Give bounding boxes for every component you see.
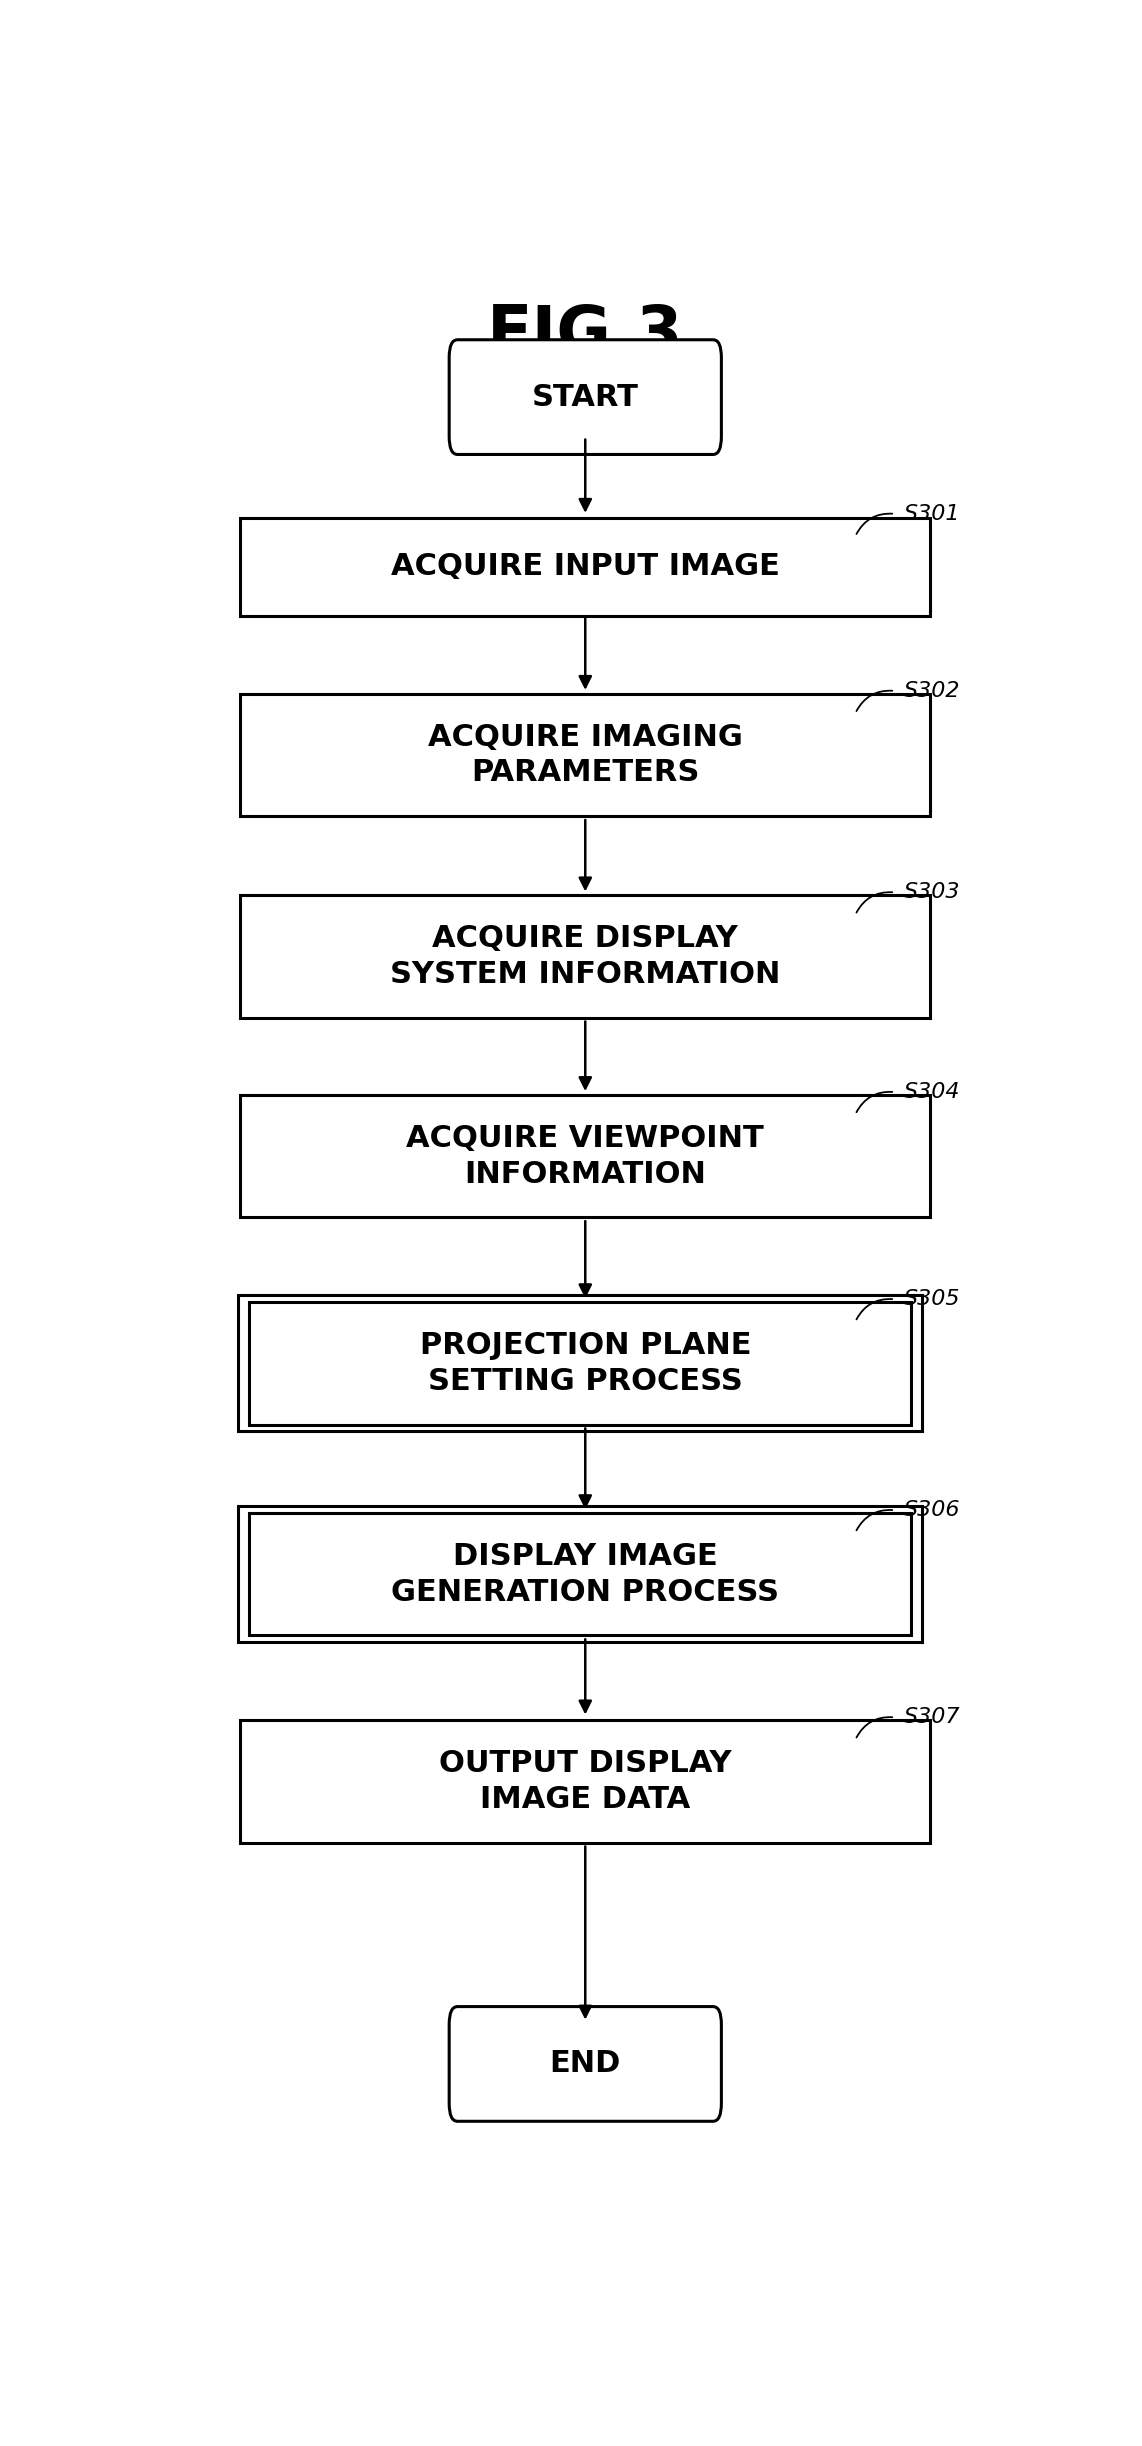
Text: PROJECTION PLANE
SETTING PROCESS: PROJECTION PLANE SETTING PROCESS bbox=[419, 1331, 751, 1397]
Bar bbox=[239, 1507, 922, 1641]
Bar bbox=[240, 519, 931, 616]
Text: DISPLAY IMAGE
GENERATION PROCESS: DISPLAY IMAGE GENERATION PROCESS bbox=[392, 1541, 779, 1607]
Text: S302: S302 bbox=[904, 680, 960, 702]
Text: S303: S303 bbox=[904, 883, 960, 903]
Text: FIG.3: FIG.3 bbox=[486, 301, 684, 367]
Text: ACQUIRE IMAGING
PARAMETERS: ACQUIRE IMAGING PARAMETERS bbox=[428, 722, 742, 788]
Bar bbox=[240, 695, 931, 817]
Text: START: START bbox=[532, 382, 638, 411]
Text: S301: S301 bbox=[904, 504, 960, 523]
Bar bbox=[249, 1514, 911, 1636]
Text: ACQUIRE VIEWPOINT
INFORMATION: ACQUIRE VIEWPOINT INFORMATION bbox=[407, 1123, 764, 1189]
FancyBboxPatch shape bbox=[449, 340, 722, 455]
Text: END: END bbox=[549, 2050, 621, 2079]
Bar bbox=[240, 1096, 931, 1218]
Text: S304: S304 bbox=[904, 1081, 960, 1103]
Text: S307: S307 bbox=[904, 1707, 960, 1727]
Bar bbox=[249, 1301, 911, 1424]
Text: ACQUIRE INPUT IMAGE: ACQUIRE INPUT IMAGE bbox=[391, 553, 780, 582]
Bar bbox=[240, 1720, 931, 1842]
Text: OUTPUT DISPLAY
IMAGE DATA: OUTPUT DISPLAY IMAGE DATA bbox=[439, 1749, 732, 1815]
Bar bbox=[240, 895, 931, 1018]
Text: S305: S305 bbox=[904, 1289, 960, 1309]
Bar bbox=[239, 1296, 922, 1431]
FancyBboxPatch shape bbox=[449, 2006, 722, 2121]
Text: S306: S306 bbox=[904, 1499, 960, 1521]
Text: ACQUIRE DISPLAY
SYSTEM INFORMATION: ACQUIRE DISPLAY SYSTEM INFORMATION bbox=[391, 925, 780, 988]
